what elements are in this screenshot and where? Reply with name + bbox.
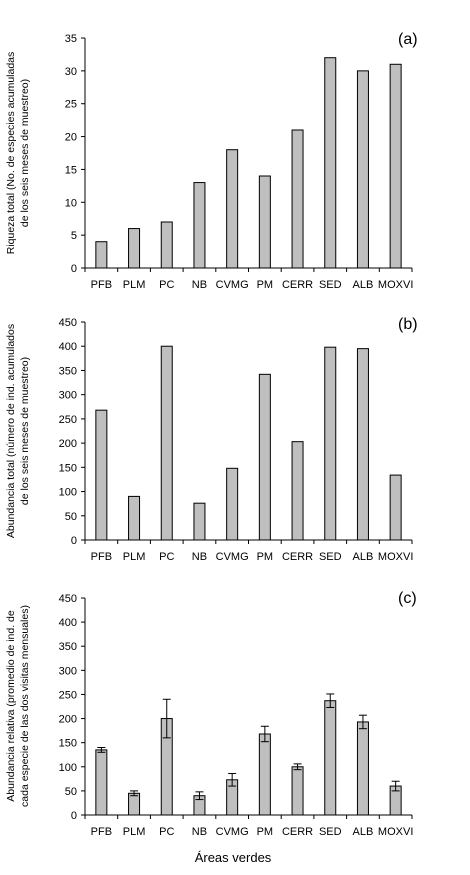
x-tick-label: NB: [192, 551, 207, 563]
x-tick-label: PC: [159, 826, 174, 838]
panel-label: (c): [398, 590, 417, 607]
x-tick-label: PM: [257, 551, 274, 563]
y-axis-label-line: Riqueza total (No. de especies acumulada…: [5, 52, 17, 255]
x-tick-label: MOXVI: [378, 279, 413, 291]
bar: [95, 241, 108, 269]
x-tick-label: PC: [159, 551, 174, 563]
y-tick-label: 150: [59, 738, 77, 750]
bar: [389, 63, 402, 269]
y-tick-label: 400: [59, 341, 77, 353]
y-tick-label: 450: [59, 317, 77, 329]
y-tick-label: 0: [71, 263, 77, 275]
x-tick-label: ALB: [353, 551, 374, 563]
x-tick-label: PLM: [123, 826, 146, 838]
bar: [258, 175, 271, 269]
bar: [193, 182, 206, 269]
y-tick-label: 15: [65, 164, 77, 176]
x-tick-label: NB: [192, 279, 207, 291]
x-tick-label: CVMG: [216, 826, 249, 838]
x-tick-label: CVMG: [216, 279, 249, 291]
y-tick-label: 100: [59, 762, 77, 774]
panel-label: (a): [398, 31, 418, 48]
bar: [356, 70, 369, 269]
x-tick-label: CERR: [282, 551, 313, 563]
bar: [128, 495, 141, 541]
y-tick-label: 350: [59, 365, 77, 377]
y-tick-label: 35: [65, 33, 77, 45]
x-tick-label: MOXVI: [378, 826, 413, 838]
y-axis-label: Riqueza total (No. de especies acumulada…: [5, 52, 31, 255]
y-tick-label: 350: [59, 641, 77, 653]
y-axis-label-line: de los seis meses de muestreo): [19, 79, 31, 227]
bar: [128, 792, 141, 816]
x-tick-label: CVMG: [216, 551, 249, 563]
x-tick-label: SED: [319, 551, 342, 563]
x-tick-label: ALB: [353, 826, 374, 838]
y-tick-label: 50: [65, 786, 77, 798]
y-axis-label-line: cada especie de las dos visitas mensuale…: [19, 605, 31, 807]
x-tick-label: SED: [319, 826, 342, 838]
y-tick-label: 450: [59, 593, 77, 605]
bar: [356, 721, 369, 816]
y-tick-label: 10: [65, 197, 77, 209]
x-tick-label: PLM: [123, 551, 146, 563]
x-tick-label: PFB: [91, 551, 112, 563]
y-tick-label: 200: [59, 438, 77, 450]
bar: [258, 733, 271, 816]
x-tick-label: NB: [192, 826, 207, 838]
y-tick-label: 400: [59, 617, 77, 629]
y-tick-label: 150: [59, 462, 77, 474]
bar: [324, 700, 337, 816]
bar: [291, 766, 304, 816]
y-tick-label: 25: [65, 99, 77, 111]
y-tick-label: 0: [71, 535, 77, 547]
x-tick-label: PLM: [123, 279, 146, 291]
x-tick-label: PFB: [91, 279, 112, 291]
y-tick-label: 50: [65, 511, 77, 523]
bar: [389, 474, 402, 541]
bar: [128, 228, 141, 269]
y-axis-label: Abundancia total (número de ind. acumula…: [5, 324, 31, 538]
bar: [291, 129, 304, 269]
bar: [226, 467, 239, 541]
bar: [193, 502, 206, 541]
bar: [95, 409, 108, 541]
y-tick-label: 5: [71, 230, 77, 242]
y-axis-label-line: de los seis meses de muestreo): [19, 357, 31, 505]
bar: [291, 441, 304, 541]
x-tick-label: ALB: [353, 279, 374, 291]
y-tick-label: 250: [59, 414, 77, 426]
y-tick-label: 0: [71, 810, 77, 822]
bar: [356, 348, 369, 541]
x-axis-label: Áreas verdes: [195, 850, 272, 865]
y-tick-label: 300: [59, 390, 77, 402]
x-tick-label: CERR: [282, 279, 313, 291]
y-tick-label: 20: [65, 132, 77, 144]
x-tick-label: PFB: [91, 826, 112, 838]
x-tick-label: SED: [319, 279, 342, 291]
y-axis-label-line: Abundancia relativa (promedio de ind. de: [5, 610, 17, 802]
x-tick-label: CERR: [282, 826, 313, 838]
y-tick-label: 250: [59, 689, 77, 701]
bar: [160, 345, 173, 541]
x-tick-label: PC: [159, 279, 174, 291]
y-tick-label: 300: [59, 665, 77, 677]
y-tick-label: 200: [59, 714, 77, 726]
bar: [324, 346, 337, 541]
bar: [324, 57, 337, 269]
y-tick-label: 100: [59, 487, 77, 499]
y-axis-label: Abundancia relativa (promedio de ind. de…: [5, 605, 31, 807]
y-tick-label: 30: [65, 66, 77, 78]
y-axis-label-line: Abundancia total (número de ind. acumula…: [5, 324, 17, 538]
x-tick-label: PM: [257, 826, 274, 838]
panel-label: (b): [398, 316, 418, 333]
bar: [226, 149, 239, 269]
x-tick-label: PM: [257, 279, 274, 291]
bar: [160, 221, 173, 269]
x-tick-label: MOXVI: [378, 551, 413, 563]
bar: [95, 749, 108, 816]
bar: [258, 373, 271, 541]
